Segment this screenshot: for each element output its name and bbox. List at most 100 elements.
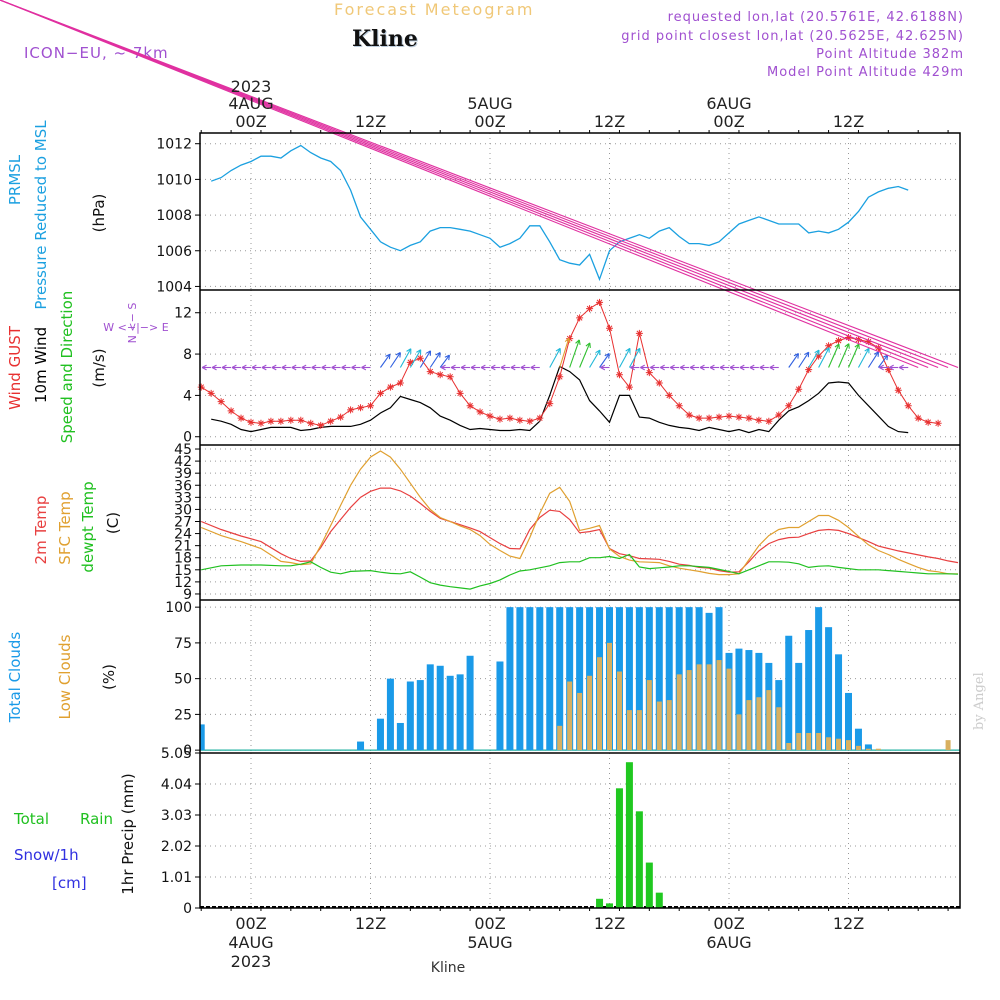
wind-direction-arrow (618, 348, 631, 368)
low-cloud-bar (786, 742, 792, 751)
point-altitude: Point Altitude 382m (816, 47, 964, 62)
total-cloud-bar (357, 741, 365, 751)
wind-arrow-head (635, 347, 641, 354)
wind-arrow-head (201, 364, 207, 371)
bottom-day-label: 4AUG (228, 933, 273, 952)
gust-marker (197, 383, 205, 391)
total-cloud-bar (785, 635, 793, 751)
gust-marker (884, 366, 892, 374)
total-cloud-bar (844, 692, 852, 751)
total-cloud-bar (546, 607, 554, 751)
wind-gust-label: Wind GUST (6, 325, 24, 410)
axis-ticks (195, 130, 949, 911)
low-cloud-bar (567, 681, 573, 751)
compass-ns: N <− S (126, 303, 139, 344)
y-tick-label: 39 (174, 466, 192, 482)
total-cloud-bar (406, 681, 414, 751)
snow-label: Snow/1h (14, 846, 79, 864)
wind-arrow-head (679, 364, 685, 371)
total-cloud-bar (566, 607, 574, 751)
grid-point: grid point closest lon,lat (20.5625E, 42… (621, 29, 964, 44)
top-time-label: 00Z (235, 112, 266, 131)
wind-arrow-head (385, 353, 391, 360)
wind-arrow-head (490, 364, 496, 371)
wind-arrow-head (450, 364, 456, 371)
low-cloud-bar (756, 697, 762, 751)
gust-marker (894, 386, 902, 394)
y-tick-label: 18 (174, 551, 192, 567)
y-tick-label: 5.05 (161, 746, 192, 762)
snow-unit: [cm] (52, 874, 87, 892)
total-cloud-bar (645, 607, 653, 751)
wind-arrow-head (341, 364, 347, 371)
low-cloud-bar (836, 738, 842, 751)
wind-arrow-head (575, 339, 581, 345)
gust-marker (466, 402, 474, 410)
total-cloud-bar (805, 630, 813, 751)
y-tick-label: 1008 (156, 208, 192, 224)
gust-marker (625, 383, 633, 391)
wind-arrow-head (564, 337, 571, 344)
gust-marker (376, 389, 384, 397)
y-tick-label: 75 (174, 636, 192, 652)
total-cloud-bar (436, 665, 444, 751)
y-tick-label: 0 (183, 430, 192, 446)
gust-marker (765, 417, 773, 425)
dewpoint-line (201, 553, 959, 590)
wind-arrow-head (749, 364, 755, 371)
outer-frame (199, 132, 961, 909)
wind-arrow-head (444, 354, 450, 361)
wind-arrow-head (879, 364, 884, 371)
y-tick-label: 12 (174, 575, 192, 591)
y-tick-label: 30 (174, 502, 192, 518)
low-cloud-bar (816, 732, 822, 751)
total-cloud-bar (456, 674, 464, 751)
low-cloud-bar (826, 737, 832, 751)
wind-arrow-head (251, 364, 257, 371)
gust-marker (655, 379, 663, 387)
rain-bar (625, 762, 633, 908)
gust-marker (357, 404, 365, 412)
temp-unit: (C) (104, 512, 122, 534)
wind-direction-arrow (0, 0, 919, 369)
wind-arrow-head (500, 364, 506, 371)
total-cloud-bar (496, 661, 504, 751)
gust-marker (785, 402, 793, 410)
low-cloud-bar (616, 671, 622, 751)
gust-marker (386, 383, 394, 391)
low-cloud-bar (606, 642, 612, 751)
pressure-label-2: Pressure Reduced to MSL (32, 120, 50, 310)
wind-arrow-head (650, 364, 655, 371)
gust-marker (725, 412, 733, 420)
y-tick-label: 24 (174, 527, 192, 543)
gust-marker (685, 411, 693, 419)
y-tick-label: 12 (174, 306, 192, 322)
total-clouds-label: Total Clouds (6, 632, 24, 724)
y-tick-label: 21 (174, 539, 192, 555)
wind-direction-arrow (399, 348, 412, 368)
chart-marks (0, 0, 960, 908)
total-cloud-bar (864, 744, 872, 751)
wind-direction-label: Speed and Direction (58, 291, 76, 444)
low-cloud-bar (796, 732, 802, 751)
total-cloud-bar (376, 718, 384, 751)
total-cloud-bar (835, 654, 843, 751)
gust-marker (924, 418, 932, 426)
low-cloud-bar (656, 701, 662, 751)
rain-bar (655, 892, 663, 908)
gust-marker (934, 419, 942, 427)
wind-arrow-head (873, 351, 880, 357)
gust-marker (904, 402, 912, 410)
bottom-time-label: 00Z (235, 914, 266, 933)
wind-arrow-head (221, 364, 227, 371)
gust-marker (496, 415, 504, 423)
low-cloud-bar (557, 725, 563, 751)
bottom-time-label: 12Z (355, 914, 386, 933)
wind-arrow-head (416, 349, 422, 355)
y-tick-label: 36 (174, 478, 192, 494)
y-tick-label: 1004 (156, 279, 192, 295)
wind-arrow-head (271, 364, 277, 371)
y-tick-label: 50 (174, 672, 192, 688)
gust-marker (864, 338, 872, 346)
